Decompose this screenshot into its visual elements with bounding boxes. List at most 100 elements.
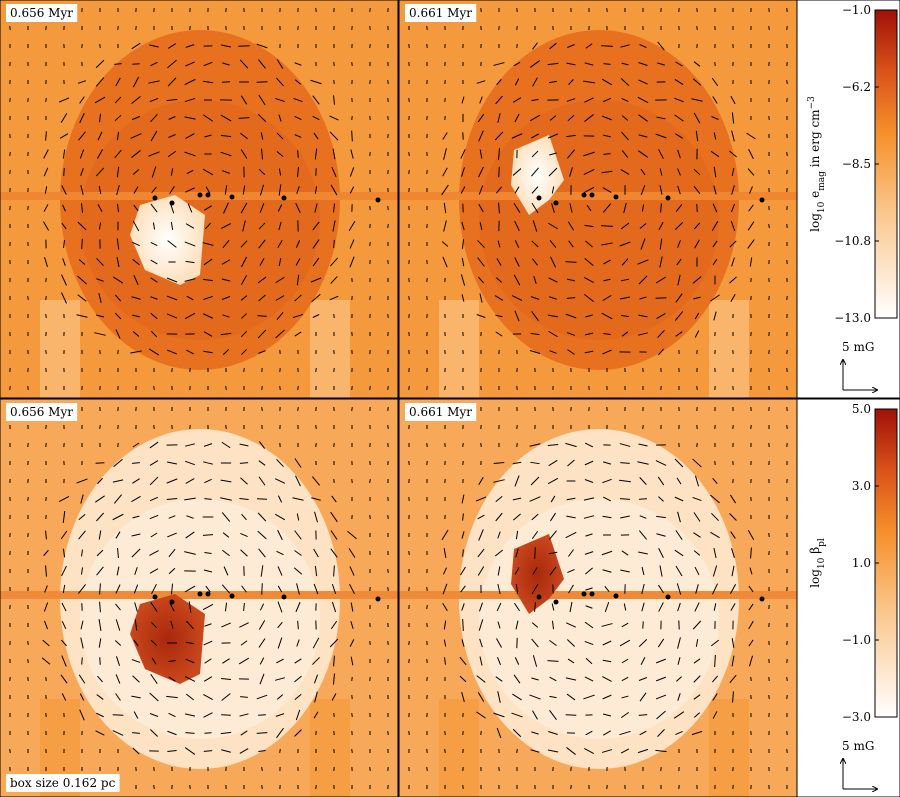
field-vector [601, 225, 613, 227]
field-vector [297, 406, 299, 412]
field-vector [460, 585, 466, 593]
field-vector [675, 293, 683, 303]
field-vector [275, 276, 285, 284]
field-vector [712, 240, 718, 248]
field-vector [27, 640, 29, 646]
field-vector [95, 167, 105, 177]
field-vector [349, 239, 355, 249]
field-vector [601, 170, 613, 174]
field-vector [498, 202, 500, 214]
field-vector [674, 458, 684, 468]
field-vector [550, 512, 556, 522]
field-vector [332, 203, 336, 213]
field-vector [99, 583, 101, 595]
field-vector [602, 478, 612, 484]
field-vector [114, 96, 122, 104]
field-vector [79, 112, 85, 124]
field-vector [278, 221, 282, 231]
colorbar-tick-label: −1.0 [842, 3, 871, 17]
field-vector [531, 638, 539, 648]
field-vector [567, 459, 575, 467]
field-vector [150, 113, 158, 123]
field-vector [603, 333, 611, 335]
field-vector [658, 602, 664, 612]
field-vector [96, 149, 104, 159]
field-vector [116, 184, 120, 196]
field-vector [184, 78, 196, 86]
field-vector [184, 151, 196, 157]
field-vector [349, 186, 355, 194]
field-vector [584, 350, 594, 354]
field-vector [79, 96, 85, 104]
panel-border [0, 398, 399, 797]
field-vector [696, 442, 698, 448]
sink-particle [152, 594, 158, 600]
field-vector [44, 256, 48, 268]
field-vector [150, 673, 158, 685]
field-vector [150, 203, 158, 213]
field-vector [221, 441, 231, 449]
field-vector [601, 623, 613, 627]
field-vector [333, 655, 335, 667]
field-vector [349, 167, 355, 177]
field-vector [746, 132, 756, 140]
field-vector [584, 257, 594, 267]
field-vector [676, 258, 682, 266]
outflow [439, 699, 479, 797]
field-vector [710, 639, 720, 647]
label-part: e [808, 191, 822, 202]
field-vector [62, 548, 66, 558]
field-vector [495, 676, 503, 682]
field-vector [565, 313, 577, 319]
field-vector [444, 730, 446, 736]
field-vector [153, 385, 155, 391]
field-vector [549, 256, 557, 268]
field-vector [515, 530, 519, 540]
field-vector [257, 315, 267, 317]
field-vector [567, 114, 575, 122]
field-vector [151, 621, 157, 629]
field-vector [750, 424, 752, 430]
field-vector [115, 693, 121, 701]
field-vector [695, 584, 699, 594]
colorbar-tick-label: −10.8 [834, 234, 871, 248]
field-vector [460, 149, 466, 159]
label-part: log [808, 213, 822, 232]
field-vector [149, 692, 159, 702]
field-vector [602, 496, 612, 502]
field-vector [184, 116, 196, 120]
field-vector [567, 658, 575, 664]
field-vector [79, 709, 85, 721]
field-vector [350, 602, 354, 612]
field-vector [408, 586, 410, 592]
field-vector [258, 294, 266, 302]
field-vector [623, 603, 627, 611]
field-vector [131, 96, 141, 104]
field-vector [549, 639, 557, 647]
field-vector [294, 729, 302, 737]
field-vector [78, 259, 86, 265]
field-vector [640, 184, 646, 196]
field-vector [117, 203, 119, 213]
field-vector [566, 515, 576, 519]
field-vector [310, 277, 322, 283]
field-vector [168, 134, 176, 138]
field-vector [116, 256, 120, 268]
field-vector [351, 478, 353, 484]
field-vector [529, 114, 541, 122]
field-vector [477, 566, 485, 576]
field-vector [515, 583, 519, 595]
field-vector [167, 59, 177, 69]
field-vector [132, 258, 140, 266]
field-vector [81, 549, 83, 557]
field-vector [531, 622, 539, 628]
field-vector [731, 185, 735, 195]
field-vector [149, 568, 159, 574]
field-vector [203, 331, 213, 337]
field-vector [150, 639, 158, 647]
field-vector [221, 81, 231, 83]
field-vector [731, 638, 735, 648]
field-vector [221, 259, 231, 265]
time-label: 0.661 Myr [409, 405, 472, 419]
field-vector [602, 676, 612, 682]
